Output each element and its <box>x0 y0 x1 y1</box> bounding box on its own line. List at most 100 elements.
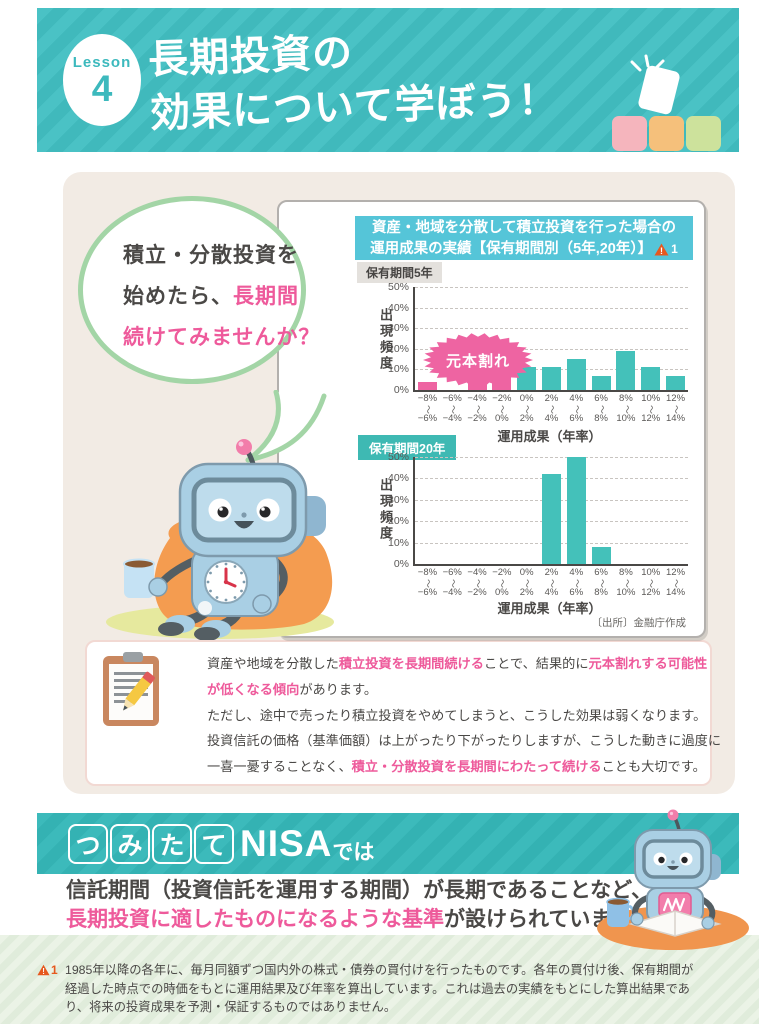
bar-12%-to-14% <box>666 375 686 390</box>
svg-text:!: ! <box>660 246 663 256</box>
plain-text: 始めたら、 <box>123 285 233 308</box>
x-axis-tick: 6% 〜 8% <box>594 393 608 424</box>
chart1-y-axis-label: 出現頻度 <box>378 308 393 372</box>
bar-6%-to-8% <box>591 546 611 564</box>
note-line: ただし、途中で売ったり積立投資をやめてしまうと、こうした効果は弱くなります。 <box>207 703 709 729</box>
bar-6%-to-8% <box>591 375 611 390</box>
x-axis-tick: −8% 〜 −6% <box>417 393 438 424</box>
warning-triangle-icon: ! <box>37 964 50 976</box>
footnote-band: ! 1 1985年以降の各年に、毎月同額ずつ国内外の株式・債券の買付けを行ったも… <box>0 935 759 1024</box>
note-line: 資産や地域を分散した積立投資を長期間続けることで、結果的に元本割れする可能性 <box>207 651 709 677</box>
emphasis-text: 積立投資を長期間続ける <box>338 656 484 671</box>
tsumitate-nisa-heading: つ み た て NISA では <box>37 813 739 874</box>
emphasis-text: 長期投資に適したものになるような基準 <box>66 908 444 931</box>
speech-bubble: 積立・分散投資を 始めたら、長期間 続けてみませんか？ <box>78 196 319 384</box>
nisa-block-mi: み <box>110 823 150 864</box>
lesson-badge: Lesson 4 <box>63 34 141 126</box>
emphasis-text: 続けてみませんか？ <box>123 326 321 349</box>
bar-4%-to-6% <box>566 359 586 390</box>
plain-text: 積立・分散投資を <box>123 244 299 267</box>
x-axis-tick: −2% 〜 0% <box>492 393 512 424</box>
nisa-suffix: では <box>332 841 375 864</box>
y-axis-tick: 30% <box>387 493 409 506</box>
bar-0%-to-2% <box>517 367 537 390</box>
bar-8%-to-10% <box>616 350 636 390</box>
speech-line: 続けてみませんか？ <box>123 317 319 358</box>
x-axis-tick: 12% 〜 14% <box>666 567 686 598</box>
lesson-number: 4 <box>91 67 113 109</box>
x-axis-tick: −8% 〜 −6% <box>417 567 438 598</box>
footnote-marker: ! 1 <box>37 963 58 977</box>
clipboard-pencil-icon <box>103 652 159 726</box>
x-axis-tick: −2% 〜 0% <box>492 567 512 598</box>
bar-−4%-to-−2% <box>467 381 487 390</box>
x-axis-tick: 6% 〜 8% <box>594 567 608 598</box>
x-axis-tick: 4% 〜 6% <box>569 567 584 598</box>
y-axis-tick: 20% <box>387 342 409 355</box>
chart-card: 資産・地域を分散して積立投資を行った場合の 運用成果の実績【保有期間別（5年,2… <box>277 200 706 638</box>
nisa-block-te: て <box>194 823 234 864</box>
bar-10%-to-12% <box>641 367 661 390</box>
chart1-period-label: 保有期間5年 <box>357 262 442 283</box>
x-axis-tick: 2% 〜 4% <box>544 393 559 424</box>
speech-line: 始めたら、長期間 <box>123 276 301 317</box>
lesson-label: Lesson <box>72 53 132 71</box>
chart2-y-axis-label: 出現頻度 <box>378 478 393 542</box>
x-axis-tick: 0% 〜 2% <box>519 567 534 598</box>
chart-title: 資産・地域を分散して積立投資を行った場合の 運用成果の実績【保有期間別（5年,2… <box>355 216 693 260</box>
x-axis-tick: −6% 〜 −4% <box>442 567 462 598</box>
y-axis-tick: 20% <box>387 515 409 528</box>
chart-source: 〔出所〕金融庁作成 <box>591 617 687 629</box>
x-axis-tick: 2% 〜 4% <box>544 567 559 598</box>
y-axis-tick: 40% <box>387 301 409 314</box>
bar-2%-to-4% <box>542 474 561 564</box>
x-axis-tick: 10% 〜 12% <box>641 393 661 424</box>
x-axis-tick: 10% 〜 12% <box>641 567 661 598</box>
emphasis-text: 元本割れする可能性 <box>588 656 708 671</box>
x-axis-tick: 8% 〜 10% <box>616 393 636 424</box>
plain-text: ことで、結果的に <box>483 656 589 671</box>
chart-title-line1: 資産・地域を分散して積立投資を行った場合の <box>371 220 677 236</box>
y-axis-tick: 10% <box>387 363 409 376</box>
x-axis-tick: 8% 〜 10% <box>616 567 636 598</box>
x-axis-tick: −4% 〜 −2% <box>467 567 487 598</box>
gridline <box>415 457 688 458</box>
principal-loss-badge: 元本割れ <box>421 331 535 389</box>
chart2-period-label: 保有期間20年 <box>358 435 457 460</box>
chart2-plot: 0% 10% 20% 30% 40% 50% −8% 〜 −6% −6% 〜 −4% −4% 〜 −2% −2… <box>388 451 688 597</box>
x-axis-ticks: −8% 〜 −6% −6% 〜 −4% −4% 〜 −2% −2% 〜 0% 0% 〜 2% 2% 〜 4% 4% 〜… <box>415 567 688 598</box>
y-axis-tick: 10% <box>387 536 409 549</box>
page-title: 長期投資の 効果について学ぼう！ <box>147 19 559 141</box>
content-panel: 資産・地域を分散して積立投資を行った場合の 運用成果の実績【保有期間別（5年,2… <box>63 172 735 794</box>
nisa-description-line: 長期投資に適したものになるような基準が設けられています。 <box>66 905 652 934</box>
building-blocks-icon <box>612 54 721 151</box>
warning-triangle-icon: ! <box>654 243 669 256</box>
nisa-description: 信託期間（投資信託を運用する期間）が長期であることなど、 長期投資に適したものに… <box>66 876 652 934</box>
x-axis-tick: −4% 〜 −2% <box>467 393 487 424</box>
chart-title-line2: 運用成果の実績【保有期間別（5年,20年）】 ! 1 <box>355 239 693 260</box>
plain-text: 資産や地域を分散した <box>207 656 339 671</box>
note-line: が低くなる傾向があります。 <box>207 677 709 703</box>
footnote-ref: 1 <box>671 242 678 256</box>
y-axis-tick: 50% <box>387 451 409 463</box>
bar-4%-to-6% <box>566 457 586 564</box>
note-line: 一喜一憂することなく、積立・分散投資を長期間にわたって続けることも大切です。 <box>207 754 709 780</box>
speech-line: 積立・分散投資を <box>123 235 301 276</box>
y-axis-tick: 0% <box>393 558 409 570</box>
robot-reading-illustration <box>597 809 749 950</box>
plain-text: ただし、途中で売ったり積立投資をやめてしまうと、こうした効果は弱くなります。 <box>207 707 707 723</box>
chart1-plot: 0% 10% 20% 30% 40% 50% −8% 〜 −6% −6% 〜 −4% −4% 〜 −2% −2… <box>388 281 688 423</box>
emphasis-text: 積立・分散投資を長期間にわたって続ける <box>351 759 602 775</box>
gridline <box>415 348 688 350</box>
speech-bubble-tail <box>245 390 327 463</box>
svg-text:!: ! <box>42 967 45 976</box>
y-axis-tick: 40% <box>387 472 409 485</box>
nisa-description-line: 信託期間（投資信託を運用する期間）が長期であることなど、 <box>66 876 652 905</box>
x-axis-tick: −6% 〜 −4% <box>442 393 462 424</box>
x-axis-tick: 0% 〜 2% <box>519 393 534 424</box>
plain-text: 一喜一憂することなく、 <box>207 759 352 775</box>
x-axis-tick: 12% 〜 14% <box>666 393 686 424</box>
footnote: ! 1 1985年以降の各年に、毎月同額ずつ国内外の株式・債券の買付けを行ったも… <box>37 961 697 1017</box>
plain-text: があります。 <box>299 681 378 697</box>
